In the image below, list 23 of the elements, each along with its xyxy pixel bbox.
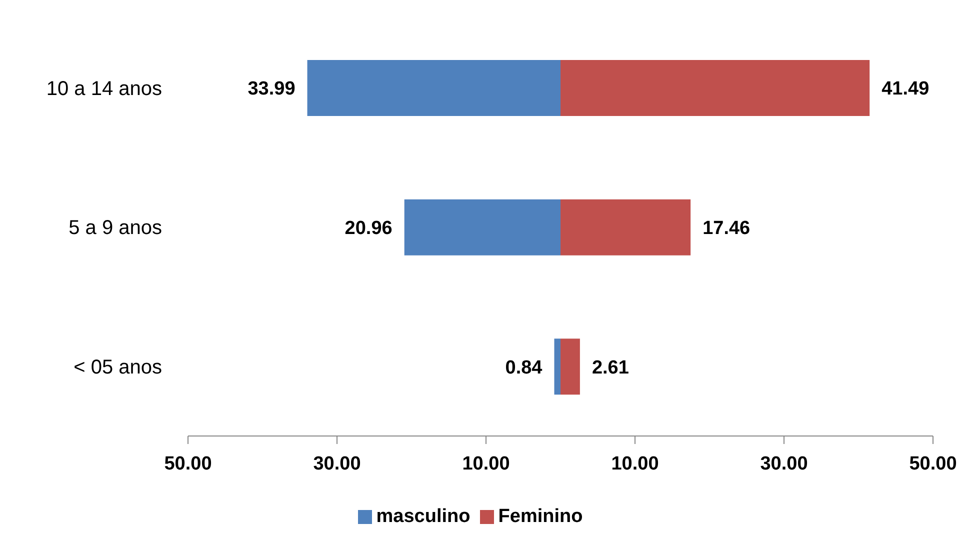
bar [560,60,870,116]
bar [560,338,580,395]
data-label: 41.49 [882,78,930,100]
bar [404,199,560,256]
bar [554,338,560,395]
data-label: 33.99 [248,78,296,100]
data-label: 2.61 [592,357,630,378]
x-tick-label: 10.00 [611,453,659,474]
y-tick-label: 5 a 9 anos [68,217,162,240]
x-tick-label: 50.00 [164,453,212,474]
data-label: 17.46 [702,218,750,239]
x-tick-label: 50.00 [909,453,957,474]
bar [307,60,560,116]
y-tick-label: 10 a 14 anos [46,78,162,100]
bar [560,199,691,256]
x-tick-label: 30.00 [760,453,808,474]
x-tick-label: 10.00 [462,453,510,474]
legend-label: masculino [376,506,470,527]
y-tick-label: < 05 anos [74,356,162,378]
data-label: 0.84 [505,357,543,378]
data-label: 20.96 [344,218,392,239]
x-tick-label: 30.00 [313,453,361,474]
legend-label: Feminino [498,506,583,527]
